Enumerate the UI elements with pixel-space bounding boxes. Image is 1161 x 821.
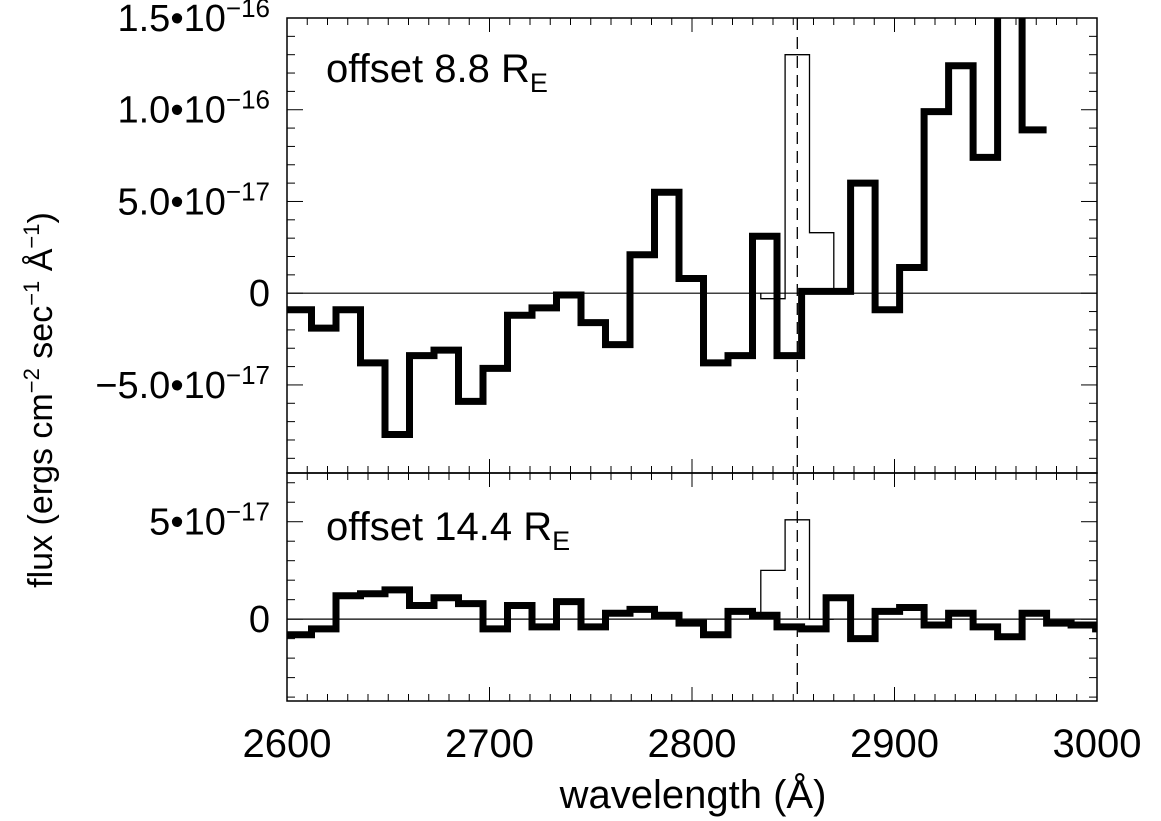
x-tick-label: 2600 (243, 722, 332, 766)
y-tick-label: 5•10−17 (149, 497, 270, 544)
x-tick-label: 2900 (850, 722, 939, 766)
thick-histogram-series (287, 586, 1097, 643)
panel-annotation: offset 14.4 RE (326, 505, 570, 556)
y-tick-label: 1.5•10−16 (117, 0, 270, 40)
thin-histogram-series (760, 54, 835, 300)
y-tick-label: 0 (249, 599, 270, 641)
x-axis-label: wavelength (Å) (559, 772, 827, 817)
y-tick-label: 0 (249, 273, 270, 315)
plot-area (287, 18, 1047, 438)
x-axis-tick-labels: 2600 2700 2800 2900 3000 (243, 722, 1142, 766)
x-tick-label: 3000 (1053, 722, 1142, 766)
bottom-panel: 5•10−17 0 offset 14.4 RE (149, 472, 1098, 702)
top-panel: 1.5•10−16 1.0•10−16 5.0•10−17 0 −5.0•10−17 of… (95, 0, 1098, 474)
plot-area (287, 519, 1097, 643)
thin-histogram-series (760, 519, 834, 620)
x-tick-label: 2800 (648, 722, 737, 766)
panel-annotation: offset 8.8 RE (326, 47, 548, 98)
y-tick-label: 1.0•10−16 (117, 85, 270, 132)
x-tick-label: 2700 (445, 722, 534, 766)
y-tick-label: −5.0•10−17 (95, 360, 270, 407)
thick-histogram-series (287, 18, 1047, 438)
y-axis-label: flux (ergs cm−2 sec−1 Å−1) (19, 212, 60, 588)
y-tick-label: 5.0•10−17 (117, 177, 270, 224)
